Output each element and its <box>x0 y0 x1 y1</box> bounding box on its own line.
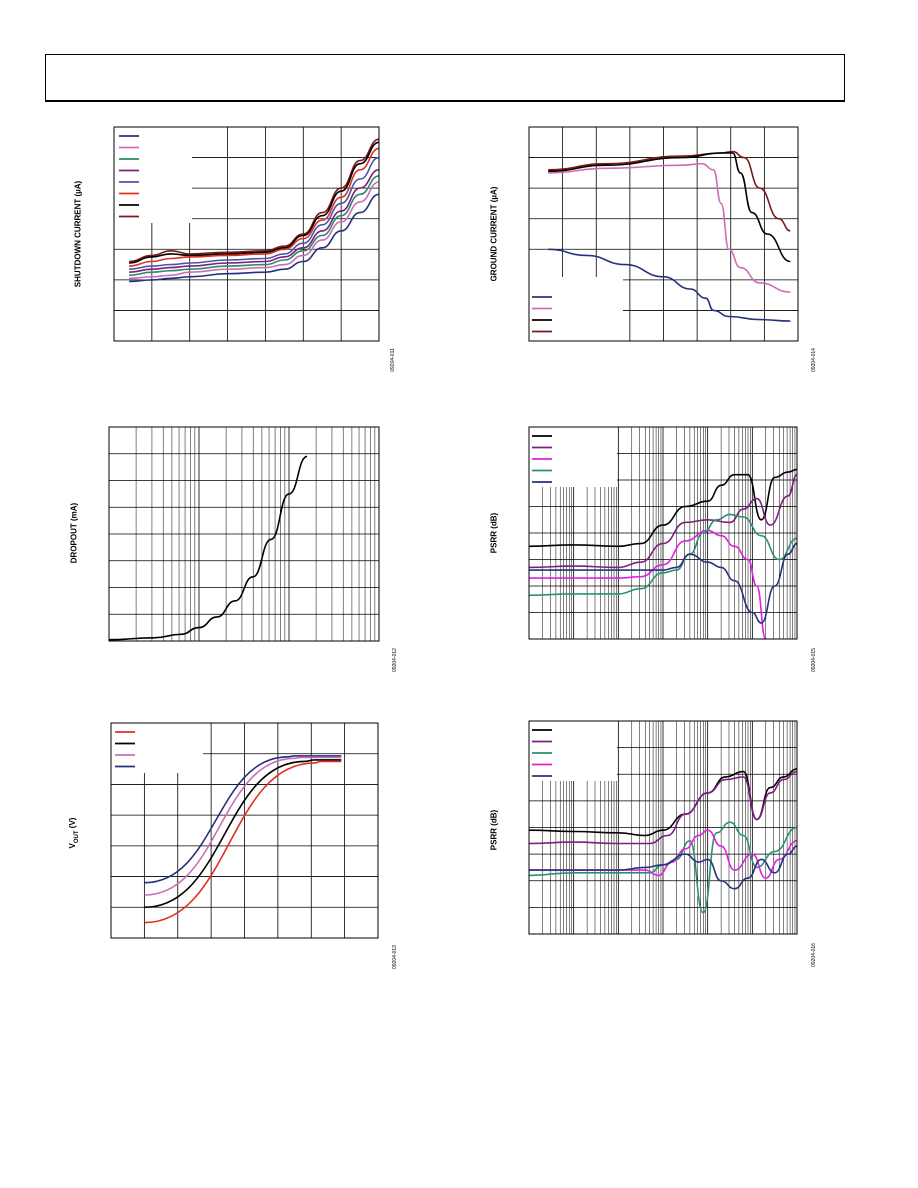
series-line-3 <box>548 162 791 293</box>
series-line-5 <box>129 169 380 273</box>
plot-frame <box>113 126 380 342</box>
series-line-6 <box>129 175 380 277</box>
legend-background <box>111 723 203 773</box>
figure-number: 09204-014 <box>811 348 817 372</box>
plot-shutdown <box>113 126 380 342</box>
figure-number: 09204-012 <box>392 648 398 672</box>
plot-ground <box>528 126 799 342</box>
legend <box>119 135 139 218</box>
series-line-2 <box>528 770 798 845</box>
plot-frame <box>108 426 380 642</box>
y-axis-label-main: V <box>68 843 78 849</box>
series-group <box>528 768 798 914</box>
plot-vout <box>110 722 379 939</box>
y-axis-label: SHUTDOWN CURRENT (µA) <box>73 180 83 288</box>
grid <box>111 723 378 938</box>
plot-frame <box>110 722 379 939</box>
series-line-1 <box>108 455 308 641</box>
series-group <box>144 755 342 924</box>
legend <box>532 729 552 777</box>
series-line-2 <box>528 473 798 569</box>
plot-psrr-2 <box>528 720 798 935</box>
figure-number: 09204-011 <box>390 348 396 372</box>
series-line-4 <box>144 760 342 924</box>
y-axis-label: GROUND CURRENT (µA) <box>489 186 499 282</box>
plot-psrr-1 <box>528 426 798 640</box>
legend <box>532 435 552 483</box>
series-line-4 <box>548 248 791 322</box>
series-line-1 <box>129 138 380 263</box>
series-group <box>108 455 308 641</box>
series-group <box>548 150 791 322</box>
series-line-2 <box>144 756 342 896</box>
figure-number: 09204-016 <box>811 943 817 967</box>
legend <box>115 731 135 768</box>
legend-background <box>529 427 617 487</box>
legend <box>532 296 552 333</box>
page-header-box <box>45 54 845 102</box>
series-line-5 <box>528 845 798 890</box>
y-axis-label: VOUT (V) <box>68 818 80 849</box>
series-line-4 <box>528 513 798 597</box>
series-line-3 <box>528 821 798 914</box>
series-line-1 <box>528 468 798 548</box>
y-axis-label: PSRR (dB) <box>489 809 499 851</box>
figure-number: 09204-015 <box>811 648 817 672</box>
series-line-4 <box>129 156 380 270</box>
series-line-5 <box>528 542 798 624</box>
y-axis-label: DROPOUT (mA) <box>69 502 79 564</box>
y-axis-label: PSRR (dB) <box>489 512 499 554</box>
series-line-7 <box>129 181 380 280</box>
series-group <box>528 468 798 640</box>
series-line-3 <box>144 759 342 909</box>
grid <box>109 427 379 641</box>
plot-dropout <box>108 426 380 642</box>
series-line-1 <box>548 150 791 232</box>
y-axis-label-sub: OUT <box>73 830 80 844</box>
series-line-1 <box>144 755 342 884</box>
series-line-3 <box>129 147 380 267</box>
plot-frame <box>528 426 798 640</box>
series-line-3 <box>528 529 767 640</box>
y-axis-label-unit: (V) <box>68 817 78 829</box>
plot-frame <box>528 126 799 342</box>
legend-background <box>529 721 617 781</box>
plot-frame <box>528 720 798 935</box>
figure-number: 09204-013 <box>392 945 398 969</box>
legend-background <box>114 127 192 223</box>
series-line-2 <box>129 141 380 264</box>
series-line-8 <box>129 193 380 283</box>
series-group <box>129 138 380 283</box>
series-line-2 <box>548 152 791 263</box>
